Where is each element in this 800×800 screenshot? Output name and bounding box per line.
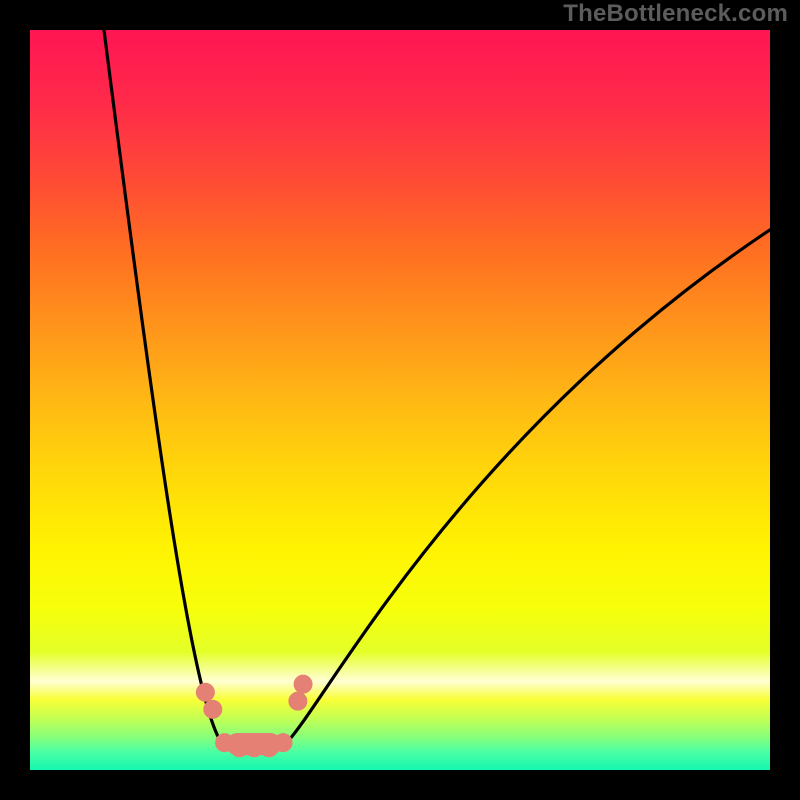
watermark-text: TheBottleneck.com [563,0,788,28]
bottleneck-curve-chart [0,0,800,800]
plot-background [30,30,770,770]
marker-point [289,692,307,710]
marker-point [196,683,214,701]
chart-stage: TheBottleneck.com [0,0,800,800]
marker-point [204,700,222,718]
marker-point [294,675,312,693]
marker-point [274,734,292,752]
